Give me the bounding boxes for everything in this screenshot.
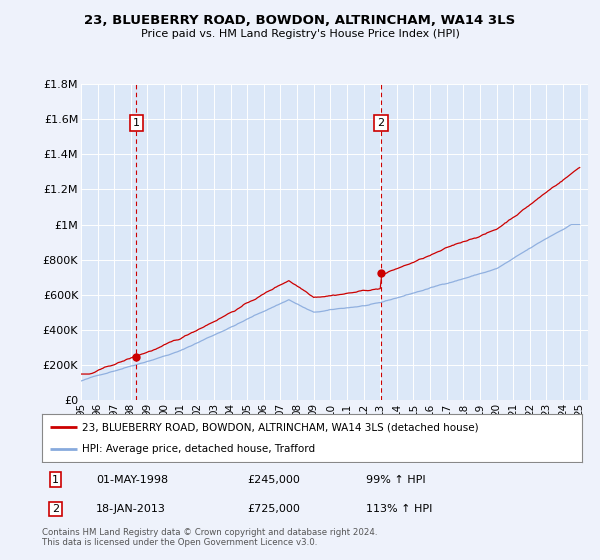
Text: 99% ↑ HPI: 99% ↑ HPI: [366, 474, 425, 484]
Text: £725,000: £725,000: [247, 504, 300, 514]
Text: 23, BLUEBERRY ROAD, BOWDON, ALTRINCHAM, WA14 3LS: 23, BLUEBERRY ROAD, BOWDON, ALTRINCHAM, …: [85, 14, 515, 27]
Text: 1: 1: [133, 118, 140, 128]
Text: 23, BLUEBERRY ROAD, BOWDON, ALTRINCHAM, WA14 3LS (detached house): 23, BLUEBERRY ROAD, BOWDON, ALTRINCHAM, …: [83, 422, 479, 432]
Text: Price paid vs. HM Land Registry's House Price Index (HPI): Price paid vs. HM Land Registry's House …: [140, 29, 460, 39]
Text: 01-MAY-1998: 01-MAY-1998: [96, 474, 168, 484]
Text: 1: 1: [52, 474, 59, 484]
Text: 2: 2: [52, 504, 59, 514]
Text: Contains HM Land Registry data © Crown copyright and database right 2024.
This d: Contains HM Land Registry data © Crown c…: [42, 528, 377, 547]
Text: HPI: Average price, detached house, Trafford: HPI: Average price, detached house, Traf…: [83, 444, 316, 454]
Text: 2: 2: [377, 118, 385, 128]
Text: 18-JAN-2013: 18-JAN-2013: [96, 504, 166, 514]
Text: £245,000: £245,000: [247, 474, 300, 484]
Text: 113% ↑ HPI: 113% ↑ HPI: [366, 504, 433, 514]
